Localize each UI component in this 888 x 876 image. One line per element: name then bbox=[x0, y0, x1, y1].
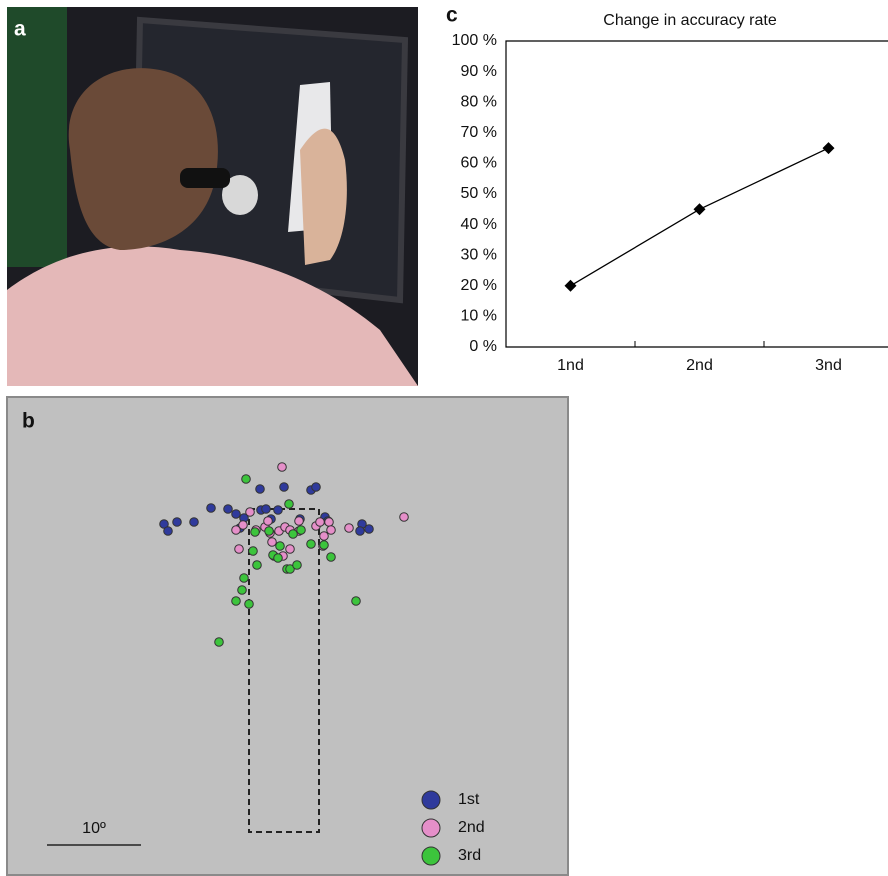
legend-swatch bbox=[421, 846, 441, 866]
point bbox=[273, 505, 283, 515]
y-tick-label: 60 % bbox=[461, 155, 497, 172]
legend-swatch bbox=[421, 818, 441, 838]
point bbox=[252, 560, 262, 570]
point bbox=[351, 596, 361, 606]
point bbox=[255, 484, 265, 494]
point bbox=[326, 552, 336, 562]
legend-label: 3rd bbox=[458, 847, 481, 864]
point bbox=[319, 531, 329, 541]
point bbox=[237, 585, 247, 595]
point bbox=[231, 525, 241, 535]
point bbox=[159, 519, 169, 529]
legend-swatch bbox=[421, 790, 441, 810]
scatter-chart: b 10º 1st 2nd 3rd bbox=[6, 396, 569, 876]
point bbox=[261, 504, 271, 514]
point bbox=[248, 546, 258, 556]
point bbox=[245, 507, 255, 517]
point bbox=[214, 637, 224, 647]
panel-label: a bbox=[14, 18, 26, 41]
point bbox=[264, 526, 274, 536]
point bbox=[244, 599, 254, 609]
point bbox=[311, 482, 321, 492]
y-tick-label: 70 % bbox=[461, 124, 497, 141]
point bbox=[319, 540, 329, 550]
point-marker bbox=[564, 279, 577, 292]
point bbox=[275, 541, 285, 551]
chart-title: Change in accuracy rate bbox=[603, 12, 777, 29]
point-marker bbox=[693, 203, 706, 216]
point bbox=[364, 524, 374, 534]
point-marker bbox=[822, 142, 835, 155]
target-outline bbox=[248, 508, 320, 833]
y-tick-label: 100 % bbox=[452, 32, 497, 49]
point bbox=[231, 596, 241, 606]
photo bbox=[7, 7, 418, 386]
line bbox=[570, 147, 829, 287]
x-tick-label: 2nd bbox=[686, 357, 713, 374]
point bbox=[263, 516, 273, 526]
point bbox=[284, 499, 294, 509]
x-tick-label: 1nd bbox=[557, 357, 584, 374]
point bbox=[296, 525, 306, 535]
point bbox=[277, 462, 287, 472]
scale-label: 10º bbox=[82, 820, 106, 837]
point bbox=[344, 523, 354, 533]
y-tick-label: 30 % bbox=[461, 246, 497, 263]
point bbox=[238, 520, 248, 530]
point bbox=[294, 516, 304, 526]
panel-label: b bbox=[22, 410, 35, 433]
point bbox=[285, 544, 295, 554]
point bbox=[279, 482, 289, 492]
point bbox=[285, 564, 295, 574]
point bbox=[306, 539, 316, 549]
point bbox=[315, 517, 325, 527]
y-tick-label: 0 % bbox=[469, 338, 497, 355]
legend-label: 1st bbox=[458, 791, 480, 808]
point bbox=[223, 504, 233, 514]
point bbox=[292, 560, 302, 570]
y-tick-label: 20 % bbox=[461, 277, 497, 294]
point bbox=[234, 544, 244, 554]
axis-frame bbox=[505, 40, 888, 348]
y-tick-label: 80 % bbox=[461, 93, 497, 110]
point bbox=[172, 517, 182, 527]
panel-background bbox=[6, 396, 569, 876]
point bbox=[267, 537, 277, 547]
y-tick-label: 90 % bbox=[461, 63, 497, 80]
point bbox=[163, 526, 173, 536]
point bbox=[288, 529, 298, 539]
point bbox=[250, 527, 260, 537]
y-tick-label: 40 % bbox=[461, 216, 497, 233]
point bbox=[231, 509, 241, 519]
y-tick-label: 50 % bbox=[461, 185, 497, 202]
line-chart: c Change in accuracy rate 0 % 10 % 20 % 30 … bbox=[446, 4, 888, 374]
point bbox=[241, 474, 251, 484]
point bbox=[355, 526, 365, 536]
point bbox=[399, 512, 409, 522]
point bbox=[239, 573, 249, 583]
point bbox=[326, 525, 336, 535]
point bbox=[206, 503, 216, 513]
point bbox=[273, 553, 283, 563]
point bbox=[189, 517, 199, 527]
legend-label: 2nd bbox=[458, 819, 485, 836]
y-tick-label: 10 % bbox=[461, 308, 497, 325]
point bbox=[324, 517, 334, 527]
x-tick-label: 3nd bbox=[815, 357, 842, 374]
panel-label: c bbox=[446, 4, 458, 27]
